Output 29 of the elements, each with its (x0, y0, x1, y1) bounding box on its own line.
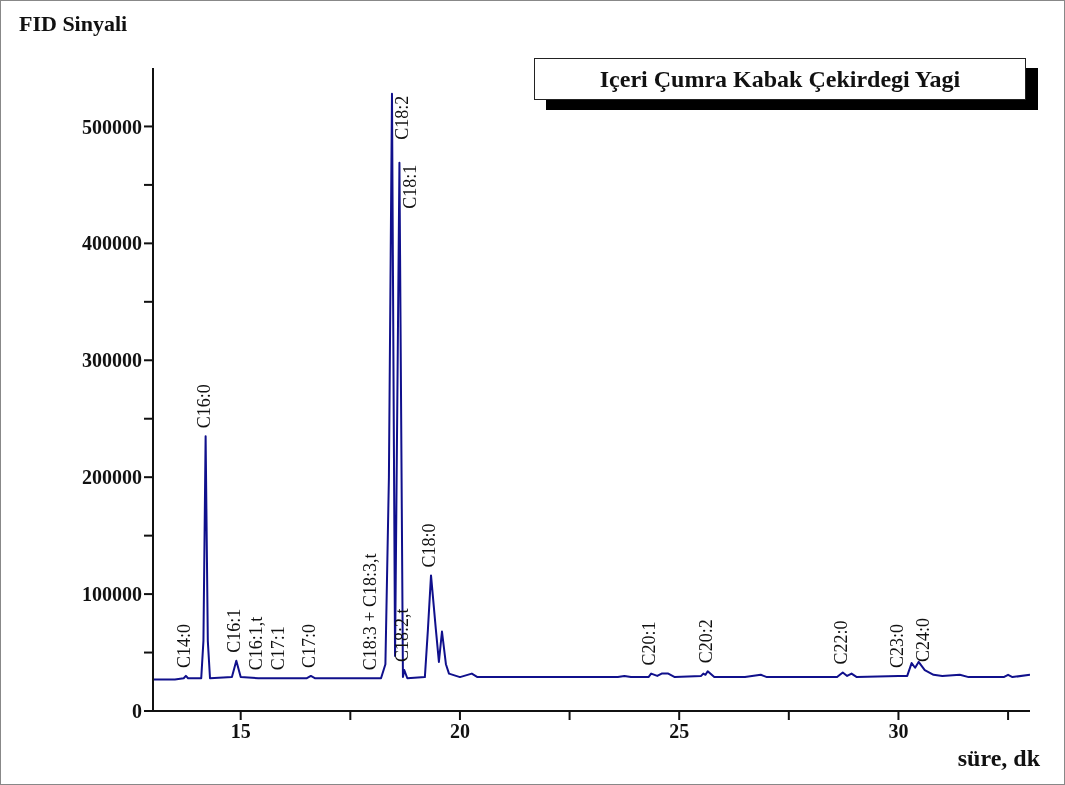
annotation: C20:1 (639, 621, 660, 666)
annotation: C23:0 (886, 623, 907, 668)
annotation: C18:2,t (392, 608, 413, 663)
y-axis-title: FID Sinyali (19, 11, 128, 37)
y-tick-label: 400000 (82, 232, 142, 255)
annotation: C17:0 (298, 623, 319, 668)
annotation: C24:0 (912, 618, 933, 663)
annotation: C14:0 (174, 623, 195, 668)
line-series (153, 92, 1030, 681)
y-tick-label: 200000 (82, 466, 142, 489)
x-tick-label: 25 (669, 720, 690, 743)
annotation: C18:0 (419, 523, 440, 568)
annotation: C22:0 (830, 620, 851, 665)
x-axis-title: süre, dk (957, 745, 1040, 772)
annotation: C18:3 + C18:3,t (360, 553, 381, 671)
annotation: C16:1 (224, 608, 245, 653)
y-tick-label: 300000 (82, 349, 142, 372)
x-tick-label: 30 (888, 720, 909, 743)
y-tick-label: 500000 (82, 115, 142, 138)
annotation: C18:1 (399, 164, 420, 209)
annotation: C16:1,t (246, 616, 267, 671)
annotation: C16:0 (193, 384, 214, 429)
x-tick-label: 20 (449, 720, 470, 743)
annotation: C18:2 (392, 95, 413, 140)
x-tick-label: 15 (230, 720, 251, 743)
annotation: C20:2 (695, 619, 716, 664)
annotation: C17:1 (268, 626, 289, 671)
y-tick-label: 100000 (82, 583, 142, 606)
y-tick-label: 0 (132, 700, 142, 723)
